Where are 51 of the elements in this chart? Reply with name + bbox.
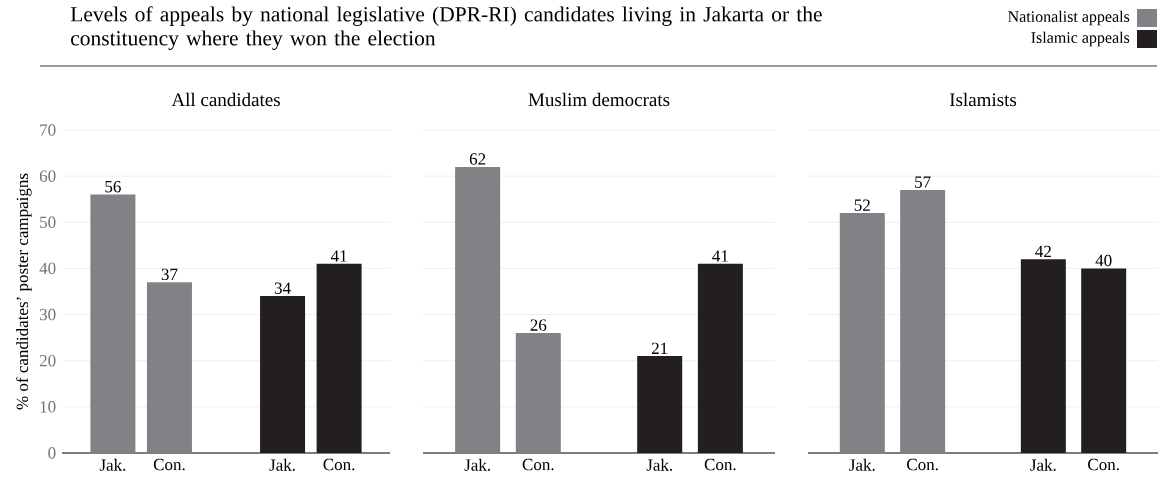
y-tick-label: 50 (40, 216, 56, 229)
x-tick-label: Con. (153, 458, 185, 471)
y-tick-label: 40 (39, 262, 56, 275)
bar (316, 263, 362, 453)
x-tick-label: Con. (1088, 458, 1119, 471)
bar (90, 194, 136, 453)
x-tick-label: Jak. (849, 458, 875, 471)
x-tick-label: Con. (704, 458, 736, 471)
chart-subtitle: All candidates (171, 92, 280, 107)
bar (1081, 268, 1127, 453)
data-label: 42 (1035, 245, 1051, 257)
legend-label: Nationalist appeals (1008, 10, 1130, 26)
x-tick-label: Jak. (1030, 458, 1056, 471)
y-tick-label: 70 (40, 124, 56, 136)
data-label: 21 (651, 342, 668, 354)
y-tick-label: 10 (40, 401, 56, 413)
data-label: 52 (854, 199, 870, 211)
bar (260, 296, 306, 453)
data-label: 34 (274, 282, 291, 294)
data-label: 41 (330, 250, 347, 262)
data-label: 56 (105, 180, 121, 193)
x-tick-label: Jak. (269, 458, 295, 471)
bar (146, 282, 192, 453)
data-label: 41 (712, 250, 728, 262)
x-tick-label: Con. (907, 458, 938, 471)
bar (697, 263, 743, 453)
chart-subtitle: Islamists (949, 92, 1017, 107)
y-tick-label: 30 (39, 308, 56, 321)
bar (515, 333, 561, 453)
y-axis-title: % of candidates’ poster campaigns (15, 173, 32, 410)
bar (1020, 259, 1066, 453)
y-tick-label: 0 (48, 447, 56, 459)
bar (637, 356, 683, 453)
x-tick-label: Jak. (99, 458, 126, 471)
x-tick-label: Con. (323, 458, 355, 471)
data-label: 26 (530, 319, 547, 331)
bar (455, 166, 501, 453)
x-tick-label: Con. (522, 458, 554, 471)
chart-subtitle: Muslim democrats (528, 92, 670, 107)
bar (900, 189, 946, 453)
data-label: 37 (161, 268, 178, 281)
y-tick-label: 60 (39, 170, 56, 182)
y-tick-label: 20 (39, 354, 56, 367)
x-tick-label: Jak. (464, 458, 490, 471)
legend-label: Islamic appeals (1031, 31, 1130, 47)
bar (839, 213, 885, 453)
text: Levels of appeals by national legislative (DPR-RI) candidates living in Jakarta or the constituency where they won the election (70, 6, 822, 50)
data-label: 62 (469, 153, 486, 165)
x-tick-label: Jak. (646, 458, 673, 471)
data-label: 57 (915, 176, 931, 188)
data-label: 40 (1095, 254, 1112, 267)
